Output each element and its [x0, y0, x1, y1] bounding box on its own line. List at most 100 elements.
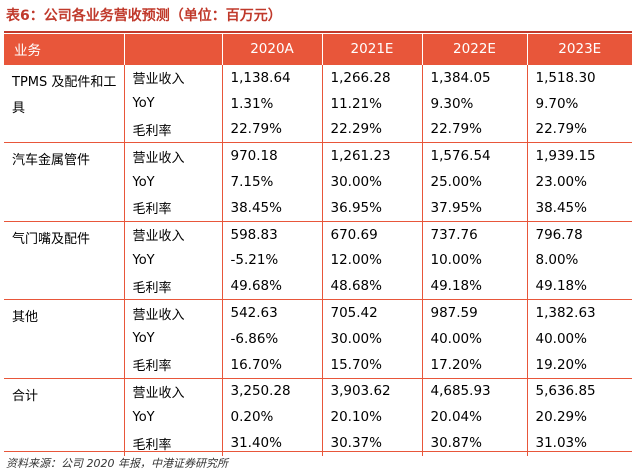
value-cell: 4,685.93	[422, 377, 528, 405]
value-cell: 11.21%	[322, 90, 423, 117]
value-cell: 30.00%	[322, 325, 423, 352]
value-cell: 3,250.28	[222, 377, 323, 405]
value-cell: 20.10%	[322, 404, 423, 431]
value-cell: 20.04%	[422, 404, 528, 431]
metric-label: 营业收入	[124, 63, 223, 91]
year-header: 2023E	[527, 34, 632, 65]
table-row: YoY -5.21% 12.00% 10.00% 8.00%	[4, 247, 632, 274]
table-row: 气门嘴及配件 营业收入 598.83 670.69 737.76 796.78	[4, 220, 632, 300]
value-cell: 40.00%	[535, 330, 587, 347]
table-row: YoY 7.15% 30.00% 25.00% 23.00%	[4, 169, 632, 195]
metric-label: 毛利率	[124, 351, 223, 379]
metric-label: YoY	[124, 404, 223, 431]
year-header: 2021E	[322, 34, 423, 65]
source-note: 资料来源：公司 2020 年报，中港证券研究所	[6, 457, 228, 470]
table-body: TPMS 及配件和工具 营业收入 1,138.64 1,266.28 1,384.05 1…	[4, 63, 632, 456]
value-cell: 31.03%	[535, 435, 587, 452]
value-cell: 598.83	[222, 220, 323, 248]
metric-label: 营业收入	[124, 377, 223, 405]
metric-label: 毛利率	[124, 273, 223, 300]
value-cell: 0.20%	[222, 404, 323, 431]
value-cell: 1.31%	[222, 90, 323, 117]
value-cell: 1,266.28	[322, 63, 423, 91]
metric-label: 营业收入	[124, 299, 223, 326]
value-cell: 542.63	[222, 299, 323, 326]
value-cell: 987.59	[422, 299, 528, 326]
value-cell: 1,939.15	[527, 142, 632, 170]
table-row: YoY 1.31% 11.21% 9.30% 9.70%	[4, 90, 632, 117]
value-cell: 22.79%	[422, 116, 528, 143]
value-cell: 49.68%	[222, 273, 323, 300]
value-cell: 40.00%	[422, 325, 528, 352]
segment-header: 业务	[4, 34, 125, 65]
metric-label: 毛利率	[124, 194, 223, 222]
table-row: TPMS 及配件和工具 营业收入 1,138.64 1,266.28 1,384.05 1…	[4, 63, 632, 143]
value-cell: 30.87%	[422, 430, 528, 456]
value-cell: 48.68%	[322, 273, 423, 300]
value-cell: 17.20%	[422, 351, 528, 379]
value-cell: -6.86%	[222, 325, 323, 352]
metric-label: 营业收入	[124, 142, 223, 170]
metric-label: YoY	[124, 169, 223, 195]
value-cell: 9.70%	[535, 95, 579, 112]
value-cell: 30.37%	[322, 430, 423, 456]
value-cell: 38.45%	[222, 194, 323, 222]
table-row: 合计 营业收入 3,250.28 3,903.62 4,685.93 5,636.85	[4, 377, 632, 456]
table-row: 毛利率 22.79% 22.29% 22.79% 22.79%	[4, 116, 632, 143]
metric-label: 营业收入	[124, 220, 223, 248]
table-row: 毛利率 49.68% 48.68% 49.18% 49.18%	[4, 273, 632, 300]
value-cell: 23.00%	[535, 174, 587, 191]
forecast-table: 业务 2020A 2021E 2022E 2023E TPMS 及配件和工具 营业…	[4, 34, 632, 456]
header-row: 业务 2020A 2021E 2022E 2023E	[4, 34, 632, 65]
value-cell: 12.00%	[322, 247, 423, 274]
value-cell: 1,518.30	[527, 63, 632, 91]
metric-label: YoY	[124, 247, 223, 274]
value-cell: 7.15%	[222, 169, 323, 195]
value-cell: 36.95%	[322, 194, 423, 222]
value-cell: 970.18	[222, 142, 323, 170]
segment-name: TPMS 及配件和工具	[4, 63, 125, 143]
value-cell: 9.30%	[422, 90, 528, 117]
value-cell: 1,384.05	[422, 63, 528, 91]
value-cell: 22.79%	[222, 116, 323, 143]
value-cell: 737.76	[422, 220, 528, 248]
metric-label: YoY	[124, 90, 223, 117]
segment-name: 其他	[4, 299, 125, 379]
value-cell: 37.95%	[422, 194, 528, 222]
segment-name: 合计	[4, 377, 125, 456]
value-cell: 25.00%	[422, 169, 528, 195]
metric-header	[124, 34, 223, 65]
value-cell: 5,636.85	[527, 377, 632, 405]
value-cell: 20.29%	[535, 409, 587, 426]
table-row: 毛利率 16.70% 15.70% 17.20% 19.20%	[4, 351, 632, 379]
table-row: 毛利率 38.45% 36.95% 37.95% 38.45%	[4, 194, 632, 222]
segment-name: 气门嘴及配件	[4, 220, 125, 300]
table-row: 汽车金属管件 营业收入 970.18 1,261.23 1,576.54 1,939.15	[4, 142, 632, 222]
value-cell: 8.00%	[535, 252, 579, 269]
value-cell: 30.00%	[322, 169, 423, 195]
value-cell: 49.18%	[535, 278, 587, 295]
value-cell: 15.70%	[322, 351, 423, 379]
table-row: YoY -6.86% 30.00% 40.00% 40.00%	[4, 325, 632, 352]
segment-name: 汽车金属管件	[4, 142, 125, 222]
metric-label: 毛利率	[124, 430, 223, 456]
year-header: 2022E	[422, 34, 528, 65]
value-cell: 38.45%	[535, 199, 587, 216]
value-cell: 49.18%	[422, 273, 528, 300]
value-cell: 10.00%	[422, 247, 528, 274]
value-cell: 31.40%	[222, 430, 323, 456]
year-header: 2020A	[222, 34, 323, 65]
value-cell: 670.69	[322, 220, 423, 248]
value-cell: 16.70%	[222, 351, 323, 379]
value-cell: 705.42	[322, 299, 423, 326]
table-row: 其他 营业收入 542.63 705.42 987.59 1,382.63	[4, 299, 632, 379]
value-cell: 796.78	[527, 220, 632, 248]
title-rule	[4, 31, 632, 33]
metric-label: YoY	[124, 325, 223, 352]
table-title: 表6：公司各业务营收预测（单位：百万元）	[6, 8, 282, 24]
value-cell: 1,382.63	[527, 299, 632, 326]
value-cell: 22.29%	[322, 116, 423, 143]
value-cell: 1,138.64	[222, 63, 323, 91]
value-cell: -5.21%	[222, 247, 323, 274]
value-cell: 22.79%	[535, 121, 587, 138]
